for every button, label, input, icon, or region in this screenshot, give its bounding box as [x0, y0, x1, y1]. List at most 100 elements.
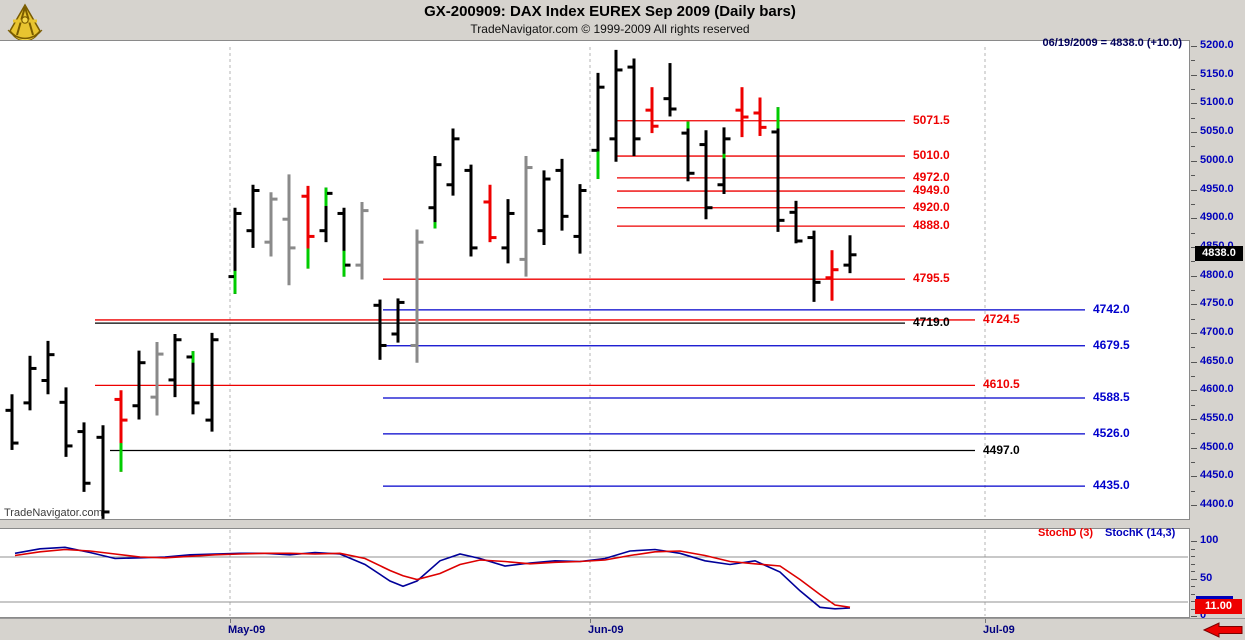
chart-subtitle: TradeNavigator.com © 1999-2009 All right…: [470, 22, 750, 36]
price-axis-label: 4750.0: [1200, 297, 1234, 309]
level-label: 4724.5: [983, 311, 1020, 326]
price-chart-canvas: [5, 47, 1085, 519]
axis-tick: [1191, 276, 1197, 277]
price-axis-label: 5000.0: [1200, 154, 1234, 166]
price-axis-label: 4500.0: [1200, 441, 1234, 453]
level-label: 4888.0: [913, 218, 950, 233]
last-quote-readout: 06/19/2009 = 4838.0 (+10.0): [1042, 37, 1182, 49]
axis-tick: [1191, 462, 1195, 463]
stochastic-canvas: [0, 530, 1188, 616]
stochk-label: StochK (14,3): [1105, 527, 1176, 539]
axis-tick: [1191, 190, 1197, 191]
axis-tick: [1191, 319, 1195, 320]
axis-tick: [1191, 376, 1195, 377]
stoch-axis-label: 50: [1200, 572, 1213, 584]
axis-tick: [1191, 476, 1197, 477]
price-panel: TradeNavigator.com 5071.5 5010.0 4972.0 494…: [0, 40, 1190, 520]
axis-tick: [1191, 247, 1197, 248]
axis-tick: [1191, 549, 1195, 550]
axis-tick: [1191, 304, 1197, 305]
month-tick: [230, 619, 231, 623]
axis-tick: [1191, 46, 1197, 47]
axis-tick: [1191, 118, 1195, 119]
axis-tick: [1191, 290, 1195, 291]
axis-tick: [1191, 204, 1195, 205]
chart-title: GX-200909: DAX Index EUREX Sep 2009 (Dai…: [424, 3, 796, 20]
level-label: 4588.5: [1093, 390, 1130, 404]
price-axis-label: 4800.0: [1200, 269, 1234, 281]
axis-tick: [1191, 390, 1197, 391]
axis-tick: [1191, 571, 1195, 572]
price-axis-label: 5050.0: [1200, 125, 1234, 137]
time-axis: May-09 Jun-09 Jul-09: [0, 618, 1245, 640]
stoch-axis-label: 100: [1200, 534, 1219, 546]
axis-tick: [1191, 579, 1197, 580]
axis-tick: [1191, 347, 1195, 348]
axis-tick: [1191, 541, 1197, 542]
level-label: 4497.0: [983, 442, 1020, 457]
axis-tick: [1191, 60, 1195, 61]
axis-tick: [1191, 146, 1195, 147]
level-label: 4972.0: [913, 169, 950, 184]
stochastic-panel: [0, 528, 1190, 618]
axis-tick: [1191, 362, 1197, 363]
level-label: 5010.0: [913, 148, 950, 163]
axis-tick: [1191, 586, 1195, 587]
stochastic-legend: StochD (3) StochK (14,3): [1038, 527, 1198, 539]
price-axis-label: 4400.0: [1200, 498, 1234, 510]
last-price-badge: 4838.0: [1195, 246, 1243, 261]
title-bar: GX-200909: DAX Index EUREX Sep 2009 (Dai…: [0, 0, 1245, 40]
axis-tick: [1191, 333, 1197, 334]
axis-tick: [1191, 233, 1195, 234]
axis-tick: [1191, 556, 1195, 557]
axis-tick: [1191, 491, 1195, 492]
level-label: 4920.0: [913, 199, 950, 214]
axis-tick: [1191, 89, 1195, 90]
level-label: 5071.5: [913, 112, 950, 127]
level-label: 4795.5: [913, 271, 950, 286]
level-label: 4435.0: [1093, 478, 1130, 493]
stochd-label: StochD (3): [1038, 527, 1093, 539]
level-label: 4742.0: [1093, 301, 1130, 316]
axis-tick: [1191, 261, 1195, 262]
level-label: 4610.5: [983, 377, 1020, 392]
axis-tick: [1191, 601, 1195, 602]
tradenavigator-logo-icon: [7, 3, 43, 40]
level-label: 4719.0: [913, 315, 950, 330]
stochd-line: [14, 548, 851, 609]
month-label: May-09: [228, 624, 266, 636]
price-axis-label: 5150.0: [1200, 68, 1234, 80]
price-axis-label: 5100.0: [1200, 96, 1234, 108]
price-axis-label: 5200.0: [1200, 39, 1234, 51]
scroll-left-arrow[interactable]: [1202, 622, 1244, 638]
axis-tick: [1191, 505, 1197, 506]
level-label: 4679.5: [1093, 337, 1130, 352]
axis-tick: [1191, 75, 1197, 76]
axis-tick: [1191, 175, 1195, 176]
month-tick: [985, 619, 986, 623]
axis-tick: [1191, 609, 1195, 610]
price-axis-label: 4450.0: [1200, 469, 1234, 481]
stoch-axis-label: 0: [1200, 609, 1207, 621]
price-axis-label: 4650.0: [1200, 355, 1234, 367]
price-axis-label: 4900.0: [1200, 211, 1234, 223]
month-label: Jul-09: [983, 624, 1015, 636]
axis-tick: [1191, 419, 1197, 420]
month-label: Jun-09: [588, 624, 624, 636]
price-axis-label: 4700.0: [1200, 326, 1234, 338]
price-axis-label: 4550.0: [1200, 412, 1234, 424]
axis-tick: [1191, 448, 1197, 449]
price-axis-label: 4600.0: [1200, 383, 1234, 395]
watermark: TradeNavigator.com: [4, 507, 103, 519]
axis-tick: [1191, 218, 1197, 219]
month-tick: [590, 619, 591, 623]
axis-tick: [1191, 161, 1197, 162]
level-label: 4949.0: [913, 183, 950, 198]
axis-tick: [1191, 594, 1195, 595]
stochd-value-badge: 11.00: [1195, 599, 1242, 614]
axis-tick: [1191, 564, 1195, 565]
axis-tick: [1191, 616, 1197, 617]
axis-tick: [1191, 433, 1195, 434]
price-axis-label: 4950.0: [1200, 183, 1234, 195]
